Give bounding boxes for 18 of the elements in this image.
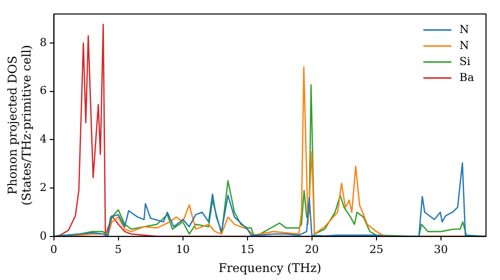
legend-label: Ba xyxy=(459,70,474,84)
x-tick-label: 20 xyxy=(304,242,319,256)
legend-label: Si xyxy=(459,54,471,68)
x-tick-label: 15 xyxy=(240,242,254,256)
x-tick-label: 0 xyxy=(50,242,58,256)
legend-label: N xyxy=(459,38,470,52)
x-tick-label: 10 xyxy=(176,242,190,256)
y-axis-title: Phonon projected DOS (States/THz·primitive cell) xyxy=(5,44,34,206)
x-axis-title: Frequency (THz) xyxy=(218,260,322,275)
y-tick-label: 0 xyxy=(40,229,47,242)
legend-label: N xyxy=(459,22,470,36)
y-tick-label: 6 xyxy=(40,84,47,98)
x-tick-label: 30 xyxy=(434,242,448,256)
y-tick-label: 8 xyxy=(40,36,47,49)
y-tick-label: 2 xyxy=(40,180,47,194)
y-tick-label: 4 xyxy=(40,132,47,146)
x-tick-label: 25 xyxy=(369,242,384,256)
x-tick-label: 5 xyxy=(114,242,122,256)
